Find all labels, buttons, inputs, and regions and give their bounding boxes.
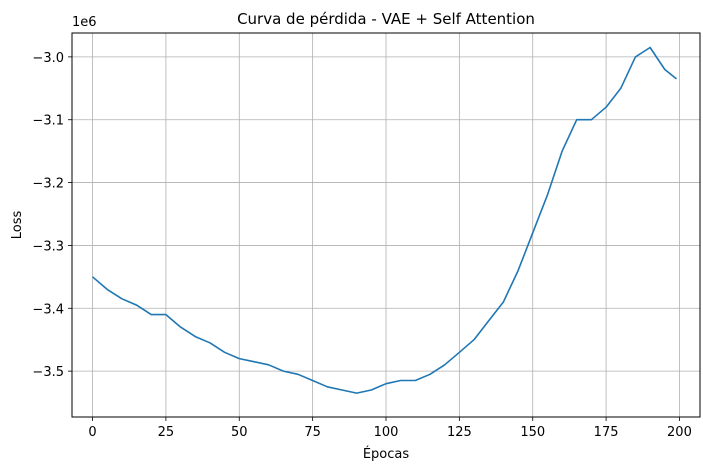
- x-tick-label: 50: [231, 425, 248, 440]
- y-tick-label: −3.0: [32, 51, 64, 66]
- y-axis-label: Loss: [10, 211, 25, 240]
- series-layer: [91, 46, 678, 394]
- x-tick-label: 175: [594, 425, 619, 440]
- x-tick-label: 100: [374, 425, 399, 440]
- x-axis-label: Épocas: [363, 446, 410, 462]
- x-tick-label: 150: [520, 425, 545, 440]
- x-axis: 0 25 50 75 100 125 150 175 200: [88, 417, 692, 440]
- loss-line: [91, 46, 678, 394]
- y-tick-label: −3.1: [32, 114, 64, 129]
- y-tick-label: −3.5: [32, 365, 64, 380]
- x-tick-label: 75: [304, 425, 321, 440]
- y-tick-label: −3.3: [32, 239, 64, 254]
- x-tick-label: 200: [667, 425, 692, 440]
- grid-lines: [72, 33, 700, 417]
- x-tick-label: 25: [158, 425, 175, 440]
- x-tick-label: 125: [447, 425, 472, 440]
- y-tick-label: −3.2: [32, 177, 64, 192]
- chart-title: Curva de pérdida - VAE + Self Attention: [237, 10, 535, 28]
- x-tick-label: 0: [88, 425, 96, 440]
- y-tick-label: −3.4: [32, 302, 64, 317]
- y-axis: −3.5 −3.4 −3.3 −3.2 −3.1 −3.0: [32, 51, 72, 380]
- y-offset-label: 1e6: [72, 15, 97, 30]
